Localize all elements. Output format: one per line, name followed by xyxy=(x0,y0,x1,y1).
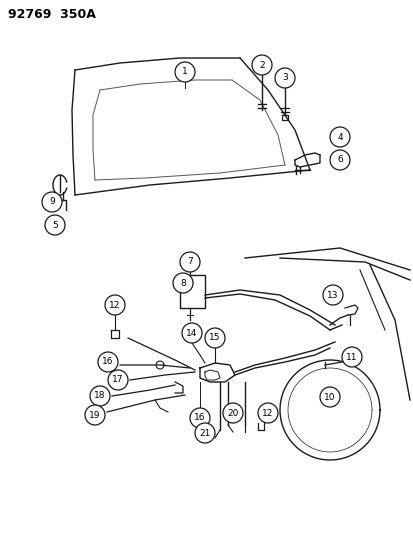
Text: 13: 13 xyxy=(326,290,338,300)
Circle shape xyxy=(319,387,339,407)
Circle shape xyxy=(322,285,342,305)
Text: 14: 14 xyxy=(186,328,197,337)
Text: 2: 2 xyxy=(259,61,264,69)
Text: 5: 5 xyxy=(52,221,58,230)
Circle shape xyxy=(274,68,294,88)
Circle shape xyxy=(252,55,271,75)
Circle shape xyxy=(204,328,224,348)
Text: 16: 16 xyxy=(102,358,114,367)
Text: 8: 8 xyxy=(180,279,185,287)
Circle shape xyxy=(257,403,277,423)
Circle shape xyxy=(329,127,349,147)
Circle shape xyxy=(341,347,361,367)
Circle shape xyxy=(45,215,65,235)
Text: 20: 20 xyxy=(227,408,238,417)
Circle shape xyxy=(42,192,62,212)
Text: 4: 4 xyxy=(336,133,342,141)
Text: 1: 1 xyxy=(182,68,188,77)
Circle shape xyxy=(175,62,195,82)
Circle shape xyxy=(173,273,192,293)
Text: 15: 15 xyxy=(209,334,220,343)
Circle shape xyxy=(195,423,214,443)
Circle shape xyxy=(180,252,199,272)
Text: 18: 18 xyxy=(94,392,105,400)
Text: 6: 6 xyxy=(336,156,342,165)
Text: 12: 12 xyxy=(109,301,121,310)
Text: 3: 3 xyxy=(281,74,287,83)
Text: 19: 19 xyxy=(89,410,100,419)
Text: 21: 21 xyxy=(199,429,210,438)
Text: 11: 11 xyxy=(345,352,357,361)
Circle shape xyxy=(108,370,128,390)
Circle shape xyxy=(182,323,202,343)
Text: 17: 17 xyxy=(112,376,123,384)
Text: 10: 10 xyxy=(323,392,335,401)
Text: 7: 7 xyxy=(187,257,192,266)
Circle shape xyxy=(190,408,209,428)
Text: 16: 16 xyxy=(194,414,205,423)
Circle shape xyxy=(223,403,242,423)
Text: 9: 9 xyxy=(49,198,55,206)
Text: 12: 12 xyxy=(262,408,273,417)
Circle shape xyxy=(329,150,349,170)
Circle shape xyxy=(90,386,110,406)
Circle shape xyxy=(105,295,125,315)
Text: 92769  350A: 92769 350A xyxy=(8,8,96,21)
Circle shape xyxy=(85,405,105,425)
Circle shape xyxy=(98,352,118,372)
